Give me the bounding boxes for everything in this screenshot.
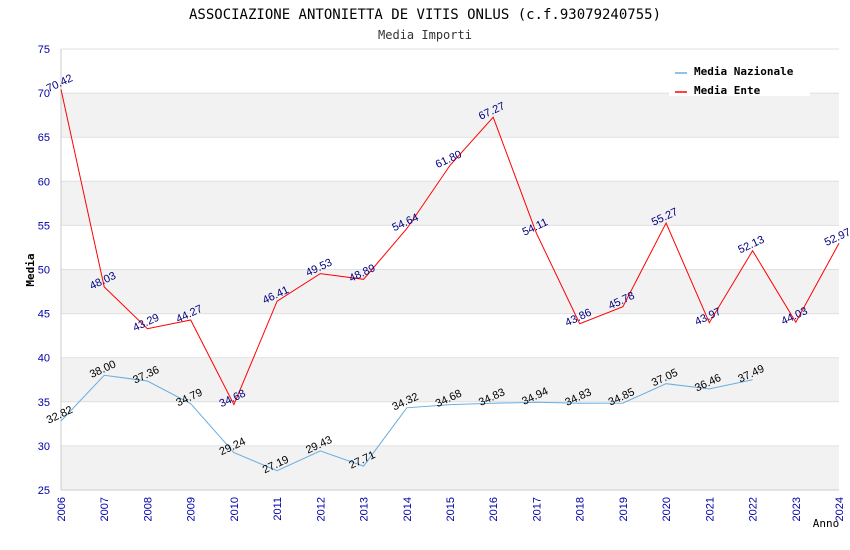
y-tick-label: 50	[38, 265, 50, 277]
x-tick-label: 2006	[56, 497, 68, 521]
plot-band	[61, 401, 839, 446]
legend-label-ente: Media Ente	[694, 84, 761, 97]
x-axis-label: Anno	[813, 517, 840, 530]
chart-title: ASSOCIAZIONE ANTONIETTA DE VITIS ONLUS (…	[189, 7, 661, 23]
y-tick-label: 40	[38, 353, 50, 365]
plot-band	[61, 445, 839, 490]
legend: Media Nazionale Media Ente	[669, 60, 810, 97]
chart-subtitle: Media Importi	[378, 28, 472, 42]
axes	[60, 49, 839, 491]
x-tick-label: 2012	[315, 497, 327, 521]
x-tick-label: 2019	[618, 497, 630, 521]
x-tick-label: 2022	[748, 497, 760, 521]
y-tick-label: 75	[38, 44, 50, 56]
x-tick-label: 2013	[359, 497, 371, 521]
series-lines	[60, 89, 840, 472]
y-tick-label: 25	[38, 485, 50, 497]
x-tick-label: 2018	[575, 497, 587, 521]
plot-band	[61, 93, 839, 138]
plot-band	[61, 181, 839, 226]
x-tick-label: 2016	[488, 497, 500, 521]
plot-band	[61, 269, 839, 314]
x-tick-label: 2024	[834, 497, 846, 521]
y-tick-label: 70	[38, 88, 50, 100]
plot-bands	[61, 49, 839, 490]
x-tick-label: 2021	[704, 497, 716, 521]
y-tick-label: 55	[38, 220, 50, 232]
x-tick-labels: 2006 2007 2008 2009 2010 2011 2012 2013 2014 2015…	[56, 497, 846, 521]
x-tick-label: 2015	[445, 497, 457, 521]
x-tick-label: 2010	[229, 497, 241, 521]
legend-box	[669, 60, 810, 96]
series-line-ente	[60, 89, 840, 406]
y-tick-label: 30	[38, 441, 50, 453]
x-tick-label: 2017	[531, 497, 543, 521]
series-line-nazionale	[60, 374, 753, 472]
x-tick-label: 2023	[791, 497, 803, 521]
x-tick-label: 2008	[142, 497, 154, 521]
y-tick-label: 60	[38, 176, 50, 188]
y-tick-label: 65	[38, 132, 50, 144]
x-tick-label: 2009	[186, 497, 198, 521]
y-tick-label: 35	[38, 397, 50, 409]
plot-band	[61, 357, 839, 402]
plot-band	[61, 137, 839, 182]
plot-band	[61, 225, 839, 270]
y-tick-labels: 25 30 35 40 45 50 55 60 65 70 75	[38, 44, 50, 497]
x-tick-label: 2007	[99, 497, 111, 521]
x-tick-label: 2011	[272, 497, 284, 521]
x-tick-label: 2014	[402, 497, 414, 521]
y-axis-label: Media	[24, 253, 37, 286]
y-tick-label: 45	[38, 309, 50, 321]
legend-label-nazionale: Media Nazionale	[694, 65, 794, 78]
x-tick-label: 2020	[661, 497, 673, 521]
